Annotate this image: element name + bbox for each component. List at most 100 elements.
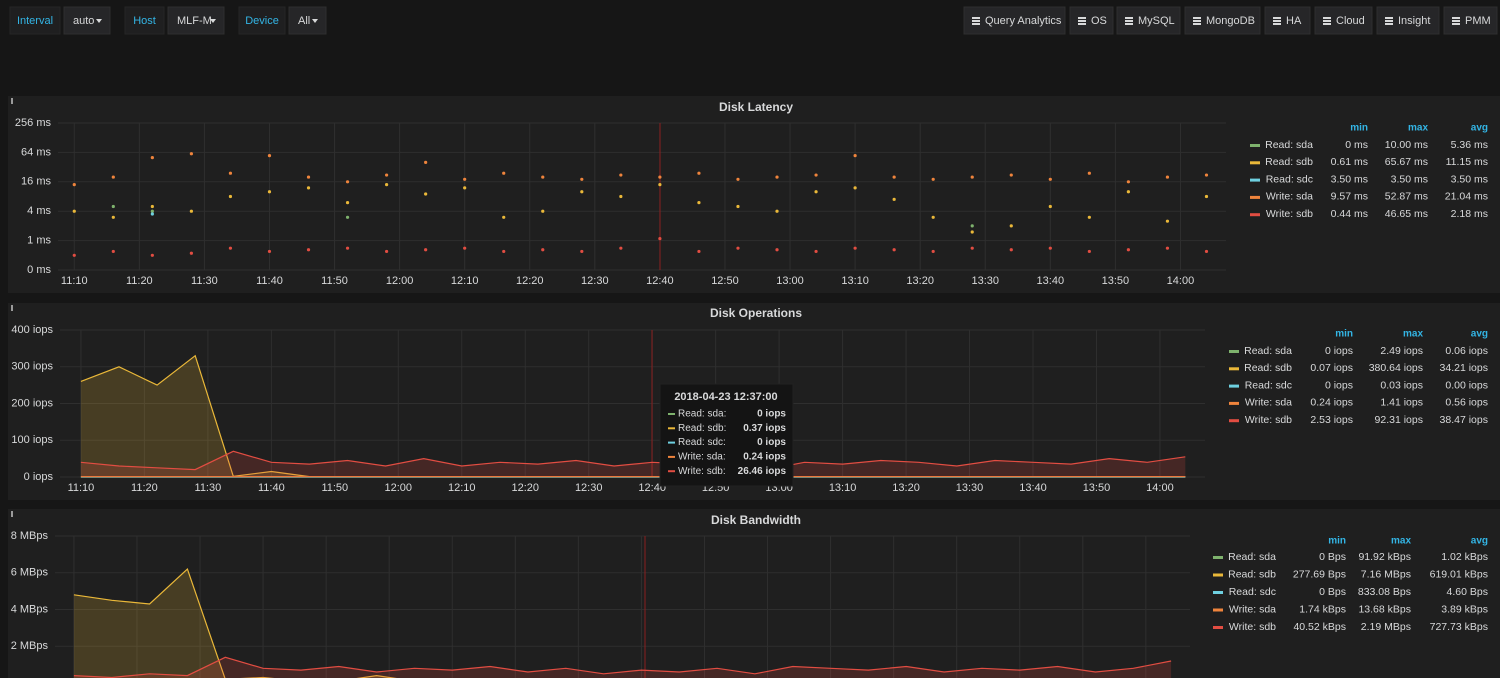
dashboard-link[interactable]: Query Analytics xyxy=(963,6,1066,35)
legend-item[interactable]: Read: sdb 0.07 iops 380.64 iops 34.21 iops xyxy=(1229,362,1488,374)
y-tick-label: 0 ms xyxy=(27,264,51,276)
data-point xyxy=(267,249,272,254)
x-tick-label: 12:30 xyxy=(575,482,603,494)
data-point xyxy=(697,201,701,205)
legend-swatch xyxy=(1250,213,1260,217)
legend-stat: 0.44 ms xyxy=(1331,208,1368,220)
dashboard-link[interactable]: PMM xyxy=(1443,6,1498,35)
data-point xyxy=(1009,173,1013,177)
data-point xyxy=(1048,246,1052,250)
data-point xyxy=(345,201,350,205)
x-tick-label: 13:50 xyxy=(1102,275,1130,287)
data-point xyxy=(658,183,662,187)
data-point xyxy=(853,154,857,158)
legend-stat: 0.24 iops xyxy=(1310,397,1353,409)
legend-stat: 0.00 iops xyxy=(1445,379,1488,391)
legend-item[interactable]: Read: sda 0 iops 2.49 iops 0.06 iops xyxy=(1229,345,1488,357)
data-point xyxy=(385,183,389,187)
legend-stat: 3.50 ms xyxy=(1331,173,1368,185)
legend-item[interactable]: Write: sda 9.57 ms 52.87 ms 21.04 ms xyxy=(1250,191,1488,203)
link-icon xyxy=(1193,23,1201,25)
data-point xyxy=(775,248,779,252)
legend-item[interactable]: Read: sdc 0 iops 0.03 iops 0.00 iops xyxy=(1229,379,1488,391)
dropdown-caret xyxy=(210,19,216,23)
legend-swatch xyxy=(1229,401,1239,405)
data-point xyxy=(736,204,740,209)
link-icon xyxy=(1125,17,1133,19)
data-point xyxy=(580,177,584,181)
legend-item[interactable]: Write: sda 0.24 iops 1.41 iops 0.56 iops xyxy=(1229,397,1488,409)
legend-stat: 1.74 kBps xyxy=(1299,603,1346,615)
variable-label-box xyxy=(238,6,286,35)
link-icon xyxy=(1452,20,1460,22)
tooltip-name: Read: sdb: xyxy=(678,423,726,434)
legend-swatch xyxy=(1213,626,1223,629)
y-tick-label: 8 MBps xyxy=(11,530,49,542)
legend-item[interactable]: Write: sdb 2.53 iops 92.31 iops 38.47 iops xyxy=(1229,414,1488,426)
dashboard-link[interactable]: MySQL xyxy=(1116,6,1181,35)
dashboard-link[interactable]: MongoDB xyxy=(1184,6,1261,35)
data-point xyxy=(1009,248,1013,252)
data-point xyxy=(502,171,506,175)
legend-label: Write: sda xyxy=(1266,191,1313,203)
y-tick-label: 4 MBps xyxy=(11,603,49,615)
dashboard-link[interactable]: HA xyxy=(1264,6,1311,35)
link-button xyxy=(963,6,1066,35)
legend-stat: 38.47 iops xyxy=(1440,414,1488,426)
data-point xyxy=(814,249,818,254)
tooltip-value: 26.46 iops xyxy=(738,466,787,477)
area-fill xyxy=(80,355,1186,477)
legend-item[interactable]: Read: sdb 277.69 Bps 7.16 MBps 619.01 kBps xyxy=(1213,568,1488,580)
x-tick-label: 11:40 xyxy=(256,275,283,287)
legend-stat: 1.41 iops xyxy=(1380,397,1423,409)
data-point xyxy=(1165,246,1170,250)
legend-item[interactable]: Read: sdc 0 Bps 833.08 Bps 4.60 Bps xyxy=(1213,586,1488,598)
x-tick-label: 12:00 xyxy=(385,482,413,494)
legend-item[interactable]: Write: sdb 40.52 kBps 2.19 MBps 727.73 kBps xyxy=(1213,621,1488,633)
variable-picker[interactable]: Interval auto xyxy=(9,6,111,35)
data-point xyxy=(970,246,974,250)
data-point xyxy=(931,215,935,219)
dashboard-link[interactable]: Insight xyxy=(1376,6,1440,35)
data-point xyxy=(970,175,974,179)
legend-item[interactable]: Read: sda 0 ms 10.00 ms 5.36 ms xyxy=(1250,139,1488,151)
x-tick-label: 12:10 xyxy=(448,482,476,494)
legend-item[interactable]: Write: sdb 0.44 ms 46.65 ms 2.18 ms xyxy=(1250,208,1488,220)
tooltip-swatch xyxy=(668,441,675,444)
legend-item[interactable]: Read: sdb 0.61 ms 65.67 ms 11.15 ms xyxy=(1250,156,1488,168)
x-tick-label: 11:30 xyxy=(195,482,222,494)
data-point xyxy=(228,171,233,175)
link-icon xyxy=(1193,20,1201,22)
variable-value: auto xyxy=(73,15,94,27)
x-tick-label: 12:40 xyxy=(646,275,674,287)
data-point xyxy=(541,175,545,179)
legend-header: min xyxy=(1328,536,1346,547)
legend-stat: 2.18 ms xyxy=(1451,208,1488,220)
x-tick-label: 14:00 xyxy=(1167,275,1195,287)
panel-frame xyxy=(8,96,1500,293)
legend-header: min xyxy=(1350,123,1368,134)
legend-stat: 833.08 Bps xyxy=(1358,586,1411,598)
legend-stat: 21.04 ms xyxy=(1445,191,1488,203)
legend-swatch xyxy=(1213,591,1223,594)
legend-label: Read: sda xyxy=(1228,551,1276,563)
data-point xyxy=(1087,249,1091,254)
legend-item[interactable]: Read: sdc 3.50 ms 3.50 ms 3.50 ms xyxy=(1250,173,1488,185)
dashboard-link[interactable]: OS xyxy=(1069,6,1114,35)
link-icon xyxy=(1452,17,1460,19)
x-tick-label: 11:50 xyxy=(321,482,348,494)
legend-swatch xyxy=(1229,367,1239,371)
variable-picker[interactable]: Device All xyxy=(238,6,327,35)
link-icon xyxy=(1193,17,1201,19)
legend-item[interactable]: Write: sda 1.74 kBps 13.68 kBps 3.89 kBps xyxy=(1213,603,1488,615)
variable-picker[interactable]: Host MLF-M xyxy=(124,6,225,35)
data-point xyxy=(1204,194,1209,199)
data-point xyxy=(345,246,350,250)
data-point xyxy=(228,194,233,199)
data-point xyxy=(306,186,311,190)
dashboard-link[interactable]: Cloud xyxy=(1314,6,1373,35)
area-fill xyxy=(73,569,393,678)
data-point xyxy=(736,177,740,181)
legend-item[interactable]: Read: sda 0 Bps 91.92 kBps 1.02 kBps xyxy=(1213,551,1488,563)
